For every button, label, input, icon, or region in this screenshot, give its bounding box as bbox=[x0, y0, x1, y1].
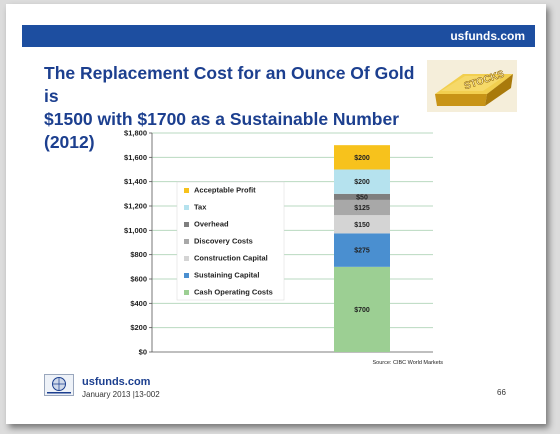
header-bar: usfunds.com bbox=[22, 25, 535, 47]
legend-swatch bbox=[184, 205, 189, 210]
gold-bar-image: STOCKS bbox=[427, 60, 517, 112]
bar-segment bbox=[334, 266, 390, 352]
y-tick-label: $1,400 bbox=[124, 177, 147, 186]
legend-label: Sustaining Capital bbox=[194, 271, 259, 280]
source-note: Source: CIBC World Markets bbox=[372, 360, 443, 366]
legend-label: Overhead bbox=[194, 220, 229, 229]
y-tick-label: $1,000 bbox=[124, 226, 147, 235]
footer-site-link[interactable]: usfunds.com bbox=[82, 376, 151, 388]
bar-segment bbox=[334, 145, 390, 170]
legend-label: Construction Capital bbox=[194, 254, 268, 263]
title-line-1: The Replacement Cost for an Ounce Of Gol… bbox=[44, 63, 415, 106]
y-tick-label: $600 bbox=[130, 275, 147, 284]
y-tick-label: $0 bbox=[139, 348, 147, 357]
data-label: $275 bbox=[354, 248, 370, 255]
legend-label: Tax bbox=[194, 203, 207, 212]
y-tick-label: $400 bbox=[130, 299, 147, 308]
y-axis: $0 $200 $400 $600 $800 $1,000 $1,200 $1,400 $1,6… bbox=[124, 129, 433, 357]
title-line-2: $1500 with $1700 as a Sustainable Number… bbox=[44, 109, 400, 152]
legend-swatch bbox=[184, 256, 189, 261]
legend-swatch bbox=[184, 290, 189, 295]
slide-title: The Replacement Cost for an Ounce Of Gol… bbox=[44, 62, 424, 154]
y-tick-label: $800 bbox=[130, 250, 147, 259]
legend-label: Cash Operating Costs bbox=[194, 288, 273, 297]
legend-label: Discovery Costs bbox=[194, 237, 253, 246]
bar-segment bbox=[334, 193, 390, 200]
bar-segments: $700 $275 $150 $125 $50 $200 $200 bbox=[334, 145, 390, 352]
us-global-investors-logo bbox=[44, 374, 74, 396]
stacked-bar-chart: $0 $200 $400 $600 $800 $1,000 $1,200 $1,400 $1,6… bbox=[124, 129, 443, 367]
legend-label: Acceptable Profit bbox=[194, 186, 256, 195]
legend-swatch bbox=[184, 222, 189, 227]
data-label: $150 bbox=[354, 222, 370, 229]
legend-swatch bbox=[184, 188, 189, 193]
data-label: $200 bbox=[354, 179, 370, 186]
data-label: $200 bbox=[354, 155, 370, 162]
footer-date: January 2013 |13-002 bbox=[82, 390, 160, 399]
data-label: $125 bbox=[354, 205, 370, 212]
header-site-link[interactable]: usfunds.com bbox=[450, 29, 525, 43]
bar-segment bbox=[334, 199, 390, 216]
y-tick-label: $1,800 bbox=[124, 129, 147, 138]
page-number: 66 bbox=[497, 388, 506, 397]
bar-segment bbox=[334, 215, 390, 234]
legend-swatch bbox=[184, 239, 189, 244]
bar-segment bbox=[334, 169, 390, 194]
legend-swatch bbox=[184, 273, 189, 278]
bar-segment bbox=[334, 233, 390, 267]
legend-box bbox=[176, 181, 285, 301]
data-label: $700 bbox=[354, 307, 370, 314]
y-tick-label: $1,200 bbox=[124, 202, 147, 211]
y-tick-label: $200 bbox=[130, 323, 147, 332]
data-label: $50 bbox=[356, 194, 368, 201]
legend: Acceptable Profit Tax Overhead Discovery Co… bbox=[176, 181, 285, 301]
y-tick-label: $1,600 bbox=[124, 153, 147, 162]
